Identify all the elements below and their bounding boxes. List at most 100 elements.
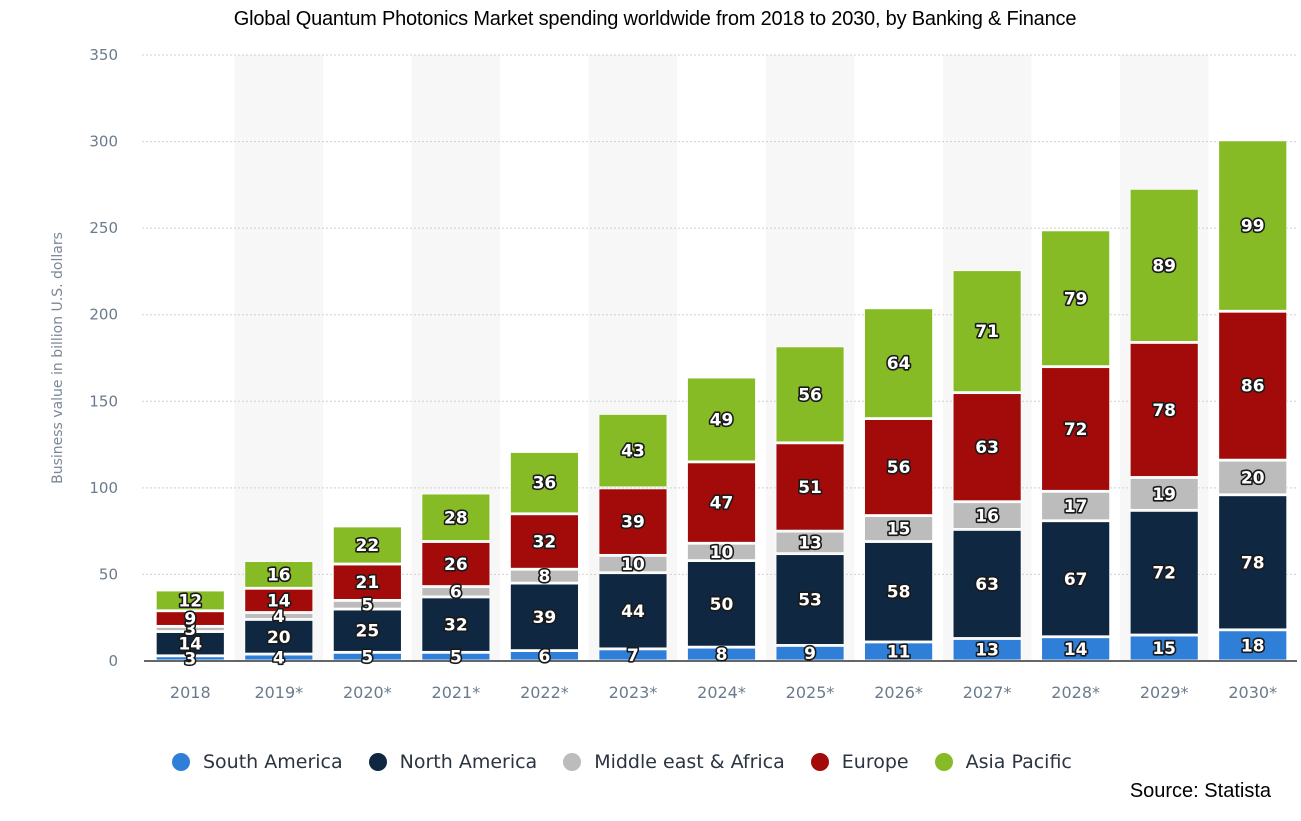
legend: South America North America Middle east & … [172, 751, 1098, 773]
x-tick-label: 2029* [1140, 683, 1189, 702]
data-label: 49 [710, 410, 734, 430]
data-label: 72 [1064, 420, 1088, 440]
bar-segment [952, 270, 1022, 393]
chart-title: Global Quantum Photonics Market spending… [233, 8, 1077, 30]
legend-item[interactable]: South America [172, 751, 343, 773]
bar-segment [1041, 230, 1111, 367]
data-label: 8 [716, 645, 728, 665]
x-tick-label: 2021* [432, 683, 481, 702]
bar-segment [155, 611, 225, 626]
y-axis-ticks: 0 50 100 150 200 250 300 350 [89, 46, 118, 670]
legend-label: South America [203, 751, 343, 773]
data-label: 47 [710, 494, 734, 514]
legend-label: Europe [841, 751, 909, 773]
data-label: 3 [184, 649, 196, 669]
y-tick-label: 0 [108, 652, 118, 670]
data-label: 53 [798, 591, 822, 611]
legend-marker [810, 753, 829, 771]
data-label: 71 [975, 322, 999, 342]
bar-segment [332, 609, 402, 652]
data-label: 72 [1152, 564, 1176, 584]
data-label: 56 [887, 458, 911, 478]
x-tick-label: 2027* [963, 683, 1012, 702]
data-label: 14 [178, 635, 202, 655]
data-label: 43 [621, 442, 645, 462]
bar-segment [598, 414, 668, 488]
bar-segment [244, 654, 314, 661]
bar-segment [332, 564, 402, 600]
legend-item[interactable]: North America [368, 751, 538, 773]
legend-marker [934, 753, 953, 771]
data-label: 15 [1152, 639, 1176, 659]
bar-segment [421, 542, 491, 586]
bar-segment [864, 308, 933, 419]
legend-label: Asia Pacific [965, 751, 1072, 773]
data-label: 9 [184, 610, 196, 630]
data-label: 19 [1152, 485, 1176, 505]
data-label: 78 [1241, 553, 1265, 573]
data-label: 79 [1064, 289, 1088, 309]
bar-segment [598, 649, 668, 661]
x-tick-label: 2022* [520, 683, 569, 702]
data-label: 11 [887, 642, 911, 662]
bar-segment [687, 462, 756, 543]
bar-segment [510, 583, 579, 651]
bar-segment [244, 561, 314, 588]
bar-segment [1129, 478, 1199, 510]
data-label: 20 [267, 628, 291, 648]
data-label: 12 [178, 591, 202, 611]
data-label: 9 [804, 644, 816, 664]
legend-marker [172, 753, 190, 771]
data-label: 25 [356, 622, 380, 642]
bar-segment [155, 656, 225, 661]
y-tick-label: 300 [89, 133, 118, 151]
bar-segment [1218, 630, 1288, 661]
data-label: 10 [710, 543, 734, 563]
bar-segment [864, 542, 933, 642]
x-tick-label: 2030* [1228, 683, 1277, 702]
bar-segment [155, 626, 225, 631]
data-label: 56 [798, 385, 822, 405]
bar-segment [510, 452, 579, 514]
bar-segment [598, 488, 668, 555]
legend-item[interactable]: Middle east & Africa [563, 751, 785, 773]
data-label: 99 [1241, 217, 1265, 237]
y-tick-label: 200 [89, 306, 118, 324]
data-label: 18 [1241, 636, 1265, 656]
x-tick-label: 2018 [170, 683, 211, 702]
bar-segment [864, 516, 933, 541]
legend-item[interactable]: Asia Pacific [934, 751, 1072, 773]
bar-segment [598, 555, 668, 573]
legend-label: North America [399, 751, 538, 773]
bar-segment [421, 493, 491, 541]
bar-segment [775, 531, 845, 554]
data-label: 78 [1152, 401, 1176, 421]
bar-segment [510, 514, 579, 569]
legend-item[interactable]: Europe [810, 751, 909, 773]
bar-segment [1218, 495, 1288, 630]
bars [155, 140, 1288, 661]
bar-segment [952, 530, 1022, 638]
source-note: Source: Statista [1129, 780, 1271, 802]
data-label: 44 [621, 602, 645, 622]
data-label: 8 [539, 567, 551, 587]
x-tick-label: 2020* [343, 683, 392, 702]
data-label: 14 [1064, 640, 1088, 660]
data-label: 5 [361, 648, 373, 668]
bar-segment [687, 647, 756, 661]
bar-segment [1041, 367, 1111, 491]
data-label: 58 [887, 583, 911, 603]
bar-segment [952, 639, 1022, 661]
data-label: 14 [267, 591, 291, 611]
bar-segment [332, 652, 402, 661]
data-labels: 3143912420414165255212253262628639832367… [177, 215, 1266, 671]
data-label: 39 [621, 513, 645, 533]
x-tick-label: 2026* [874, 683, 923, 702]
bar-segment [687, 561, 756, 647]
data-label: 28 [444, 508, 468, 528]
y-tick-label: 250 [89, 219, 118, 237]
data-label: 39 [533, 608, 557, 628]
bar-segment [864, 642, 933, 661]
data-label: 15 [887, 520, 911, 540]
